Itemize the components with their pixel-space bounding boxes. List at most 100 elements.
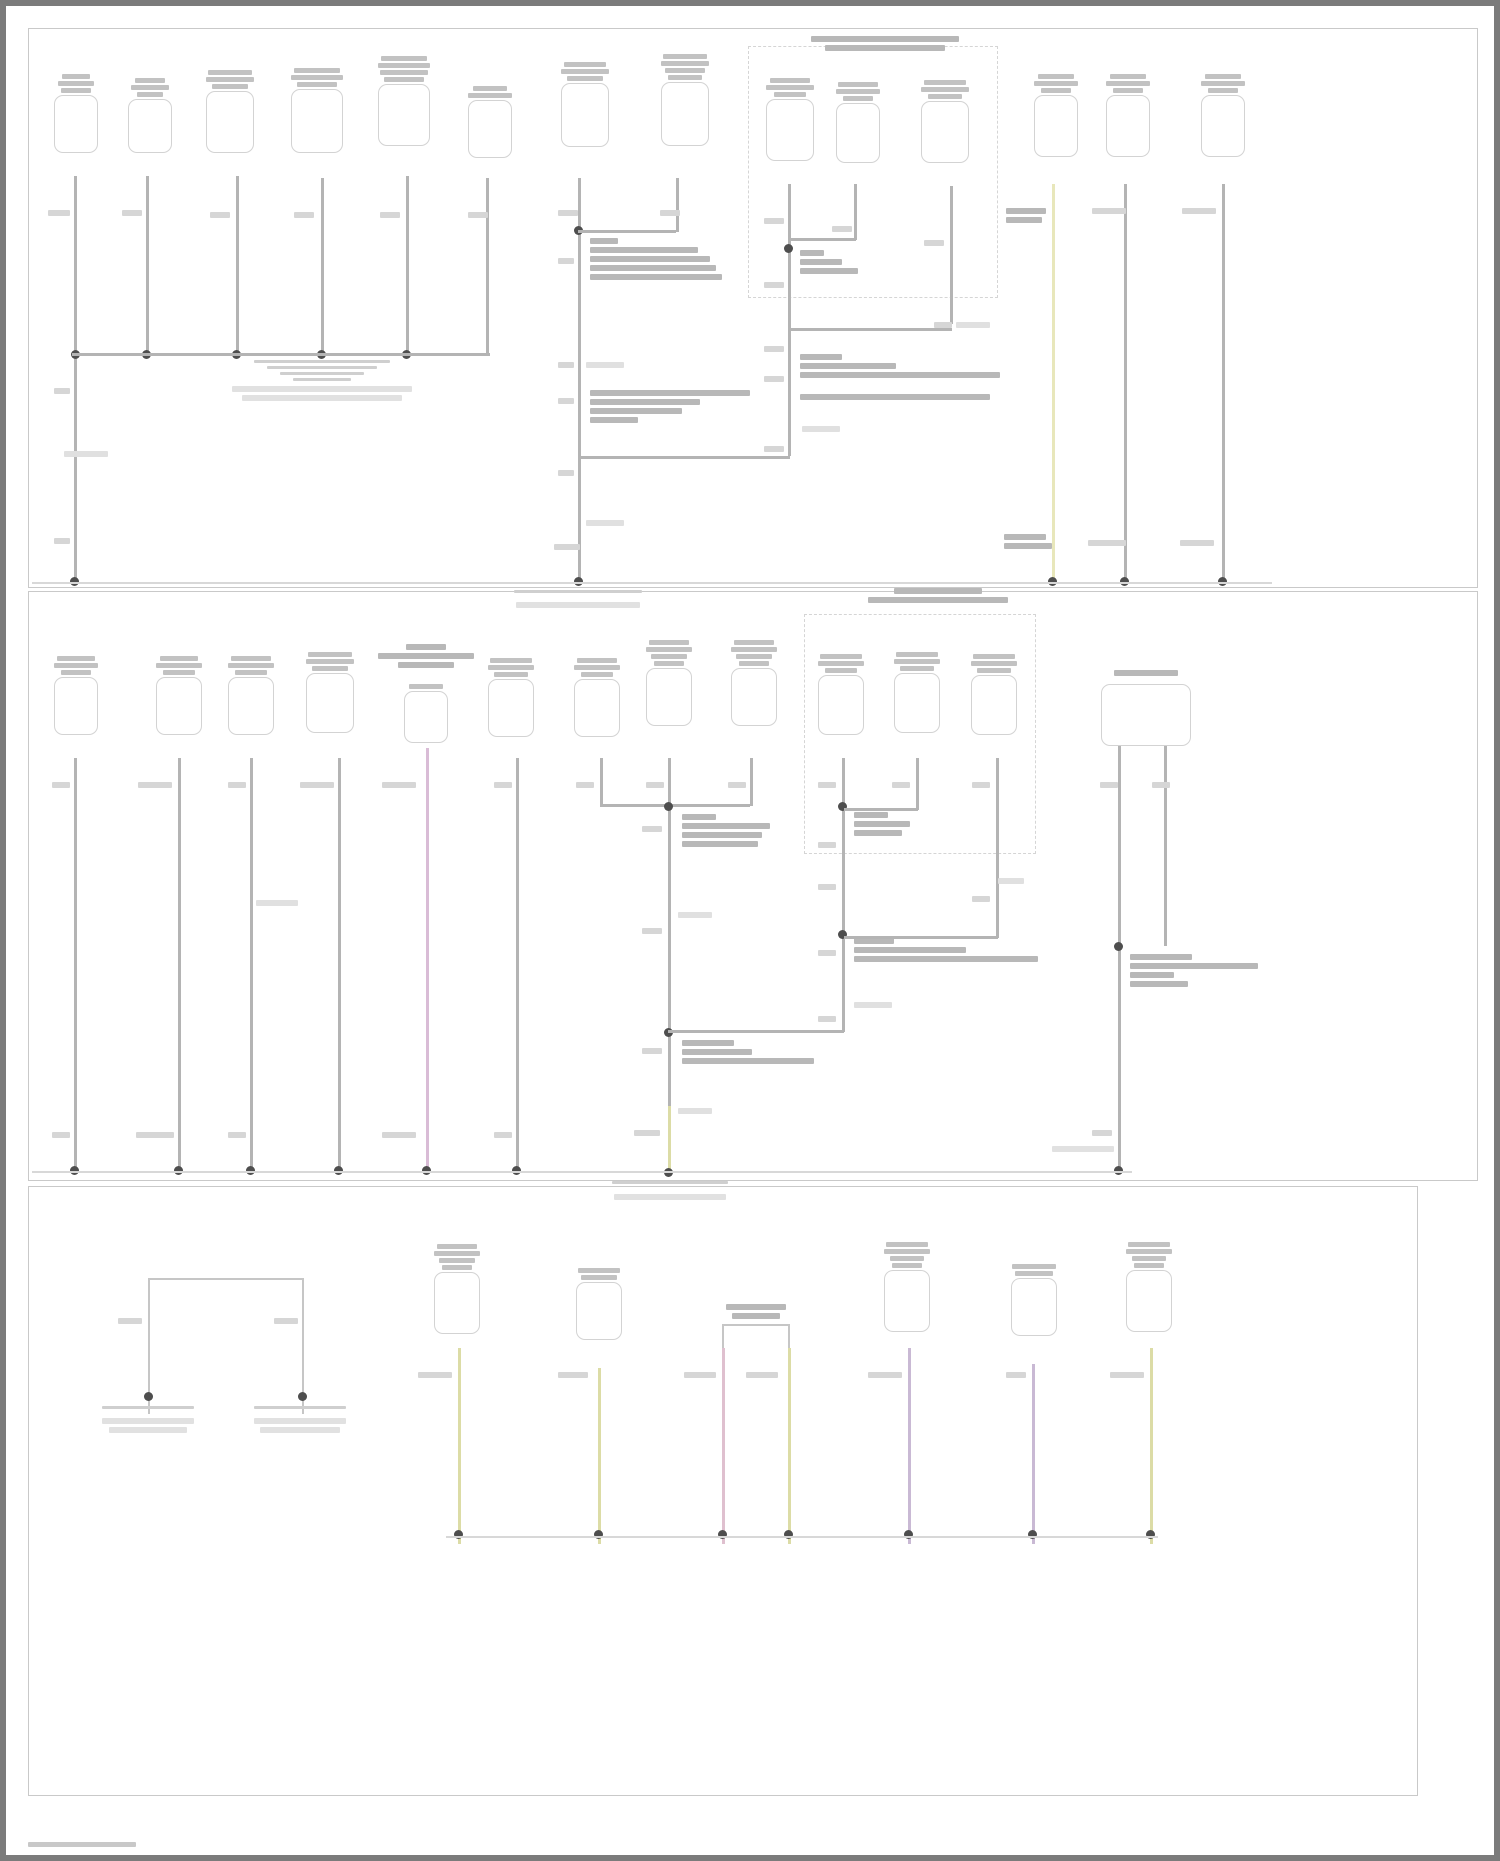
section-bottom-frame: [28, 1186, 1418, 1796]
wire-b3-olive: [788, 1348, 791, 1544]
wire-m9: [750, 758, 753, 806]
wire-label-c1a: [48, 210, 70, 216]
wire-label-m12: [972, 782, 990, 788]
wire-label-c10: [832, 226, 852, 232]
connector-body: [128, 99, 172, 153]
connector-c14[interactable]: [1201, 74, 1245, 157]
connector-body: [1106, 95, 1150, 157]
connector-body: [54, 95, 98, 153]
wire-m2: [178, 758, 181, 1172]
wire-label-c13: [1092, 208, 1126, 214]
wire-m6: [516, 758, 519, 1172]
wire-b1-olive: [458, 1348, 461, 1544]
wire-label-c5: [380, 212, 400, 218]
connector-m9[interactable]: [731, 640, 777, 726]
ground-point-c7: [574, 577, 583, 586]
connector-b2[interactable]: [576, 1268, 622, 1340]
ground-bus-bottom: [446, 1536, 1158, 1538]
connector-c5[interactable]: [378, 56, 430, 146]
wire-label-m8b: [642, 826, 662, 832]
connector-header: [646, 640, 692, 666]
connector-m3[interactable]: [228, 656, 274, 735]
bracket-label-left: [118, 1318, 142, 1324]
connector-c13[interactable]: [1106, 74, 1150, 157]
connector-m10[interactable]: [818, 654, 864, 735]
connector-c9[interactable]: [766, 78, 814, 161]
module-m13[interactable]: [1101, 684, 1191, 746]
ground-label-m8: [614, 1194, 726, 1200]
connector-c10[interactable]: [836, 82, 880, 163]
ground-label-c4: [232, 386, 412, 401]
connector-m8[interactable]: [646, 640, 692, 726]
wire-c7-trunk: [578, 178, 581, 582]
connector-b6[interactable]: [1126, 1242, 1172, 1332]
wire-c7-branch: [578, 230, 676, 233]
wire-m13b: [1164, 746, 1167, 946]
wire-label-c9: [764, 218, 784, 224]
connector-c3[interactable]: [206, 70, 254, 153]
callout-block-m13: [1130, 954, 1258, 987]
connector-header: [306, 652, 354, 671]
ground-point-m2: [174, 1166, 183, 1175]
connector-m6[interactable]: [488, 658, 534, 737]
connector-body: [156, 677, 202, 735]
connector-header: [1106, 74, 1150, 93]
wire-c8: [676, 178, 679, 232]
connector-m5[interactable]: [404, 684, 448, 743]
wire-label-m13b: [1152, 782, 1170, 788]
ground-symbol-m8: [612, 1181, 728, 1184]
connector-m2[interactable]: [156, 656, 202, 735]
footer-copyright: [28, 1842, 136, 1847]
wire-label-m7: [576, 782, 594, 788]
connector-body: [404, 691, 448, 743]
connector-m1[interactable]: [54, 656, 98, 735]
wire-m12: [996, 758, 999, 938]
wire-label-m4: [300, 782, 334, 788]
connector-c6[interactable]: [468, 86, 512, 158]
wire-label-c11b: [934, 322, 952, 328]
connector-header: [921, 80, 969, 99]
connector-c4[interactable]: [291, 68, 343, 153]
wire-label-m8d: [642, 1048, 662, 1054]
wire-c12-yellow: [1052, 184, 1055, 584]
connector-m12[interactable]: [971, 654, 1017, 735]
wire-label-b2: [558, 1372, 588, 1378]
wire-group-down: [788, 328, 791, 456]
wire-m10-down: [842, 934, 845, 1032]
connector-header: [1034, 74, 1078, 93]
ground-label-bl2: [254, 1418, 346, 1433]
connector-header: [378, 56, 430, 82]
wire-m8-olive: [668, 1106, 671, 1172]
connector-m11[interactable]: [894, 652, 940, 733]
connector-c8[interactable]: [661, 54, 709, 146]
ground-point-b6: [1146, 1530, 1155, 1539]
ground-point-m13: [1114, 1166, 1123, 1175]
connector-m4[interactable]: [306, 652, 354, 733]
wire-label-m1b: [52, 1132, 70, 1138]
ground-point-m6: [512, 1166, 521, 1175]
connector-b4[interactable]: [884, 1242, 930, 1332]
wire-label-c3: [210, 212, 230, 218]
wire-label-g2: [764, 376, 784, 382]
wire-label-c14b: [1180, 540, 1214, 546]
wire-label-m10d: [818, 950, 836, 956]
connector-c11[interactable]: [921, 80, 969, 163]
connector-b1[interactable]: [434, 1244, 480, 1334]
splice-dot-m8: [664, 802, 673, 811]
connector-body: [206, 91, 254, 153]
connector-c2[interactable]: [128, 78, 172, 153]
connector-m5-title: [378, 644, 474, 668]
callout-block-m10: [854, 812, 910, 836]
wire-label-c8: [660, 210, 680, 216]
connector-body: [1201, 95, 1245, 157]
connector-c7[interactable]: [561, 62, 609, 147]
wire-label-c7f: [554, 544, 580, 550]
wire-label-c1b: [54, 388, 70, 394]
wire-label-c6: [468, 212, 488, 218]
connector-body: [766, 99, 814, 161]
wire-label-m8c: [642, 928, 662, 934]
connector-c1[interactable]: [54, 74, 98, 153]
connector-c12[interactable]: [1034, 74, 1078, 157]
connector-m7[interactable]: [574, 658, 620, 737]
connector-b5[interactable]: [1011, 1264, 1057, 1336]
